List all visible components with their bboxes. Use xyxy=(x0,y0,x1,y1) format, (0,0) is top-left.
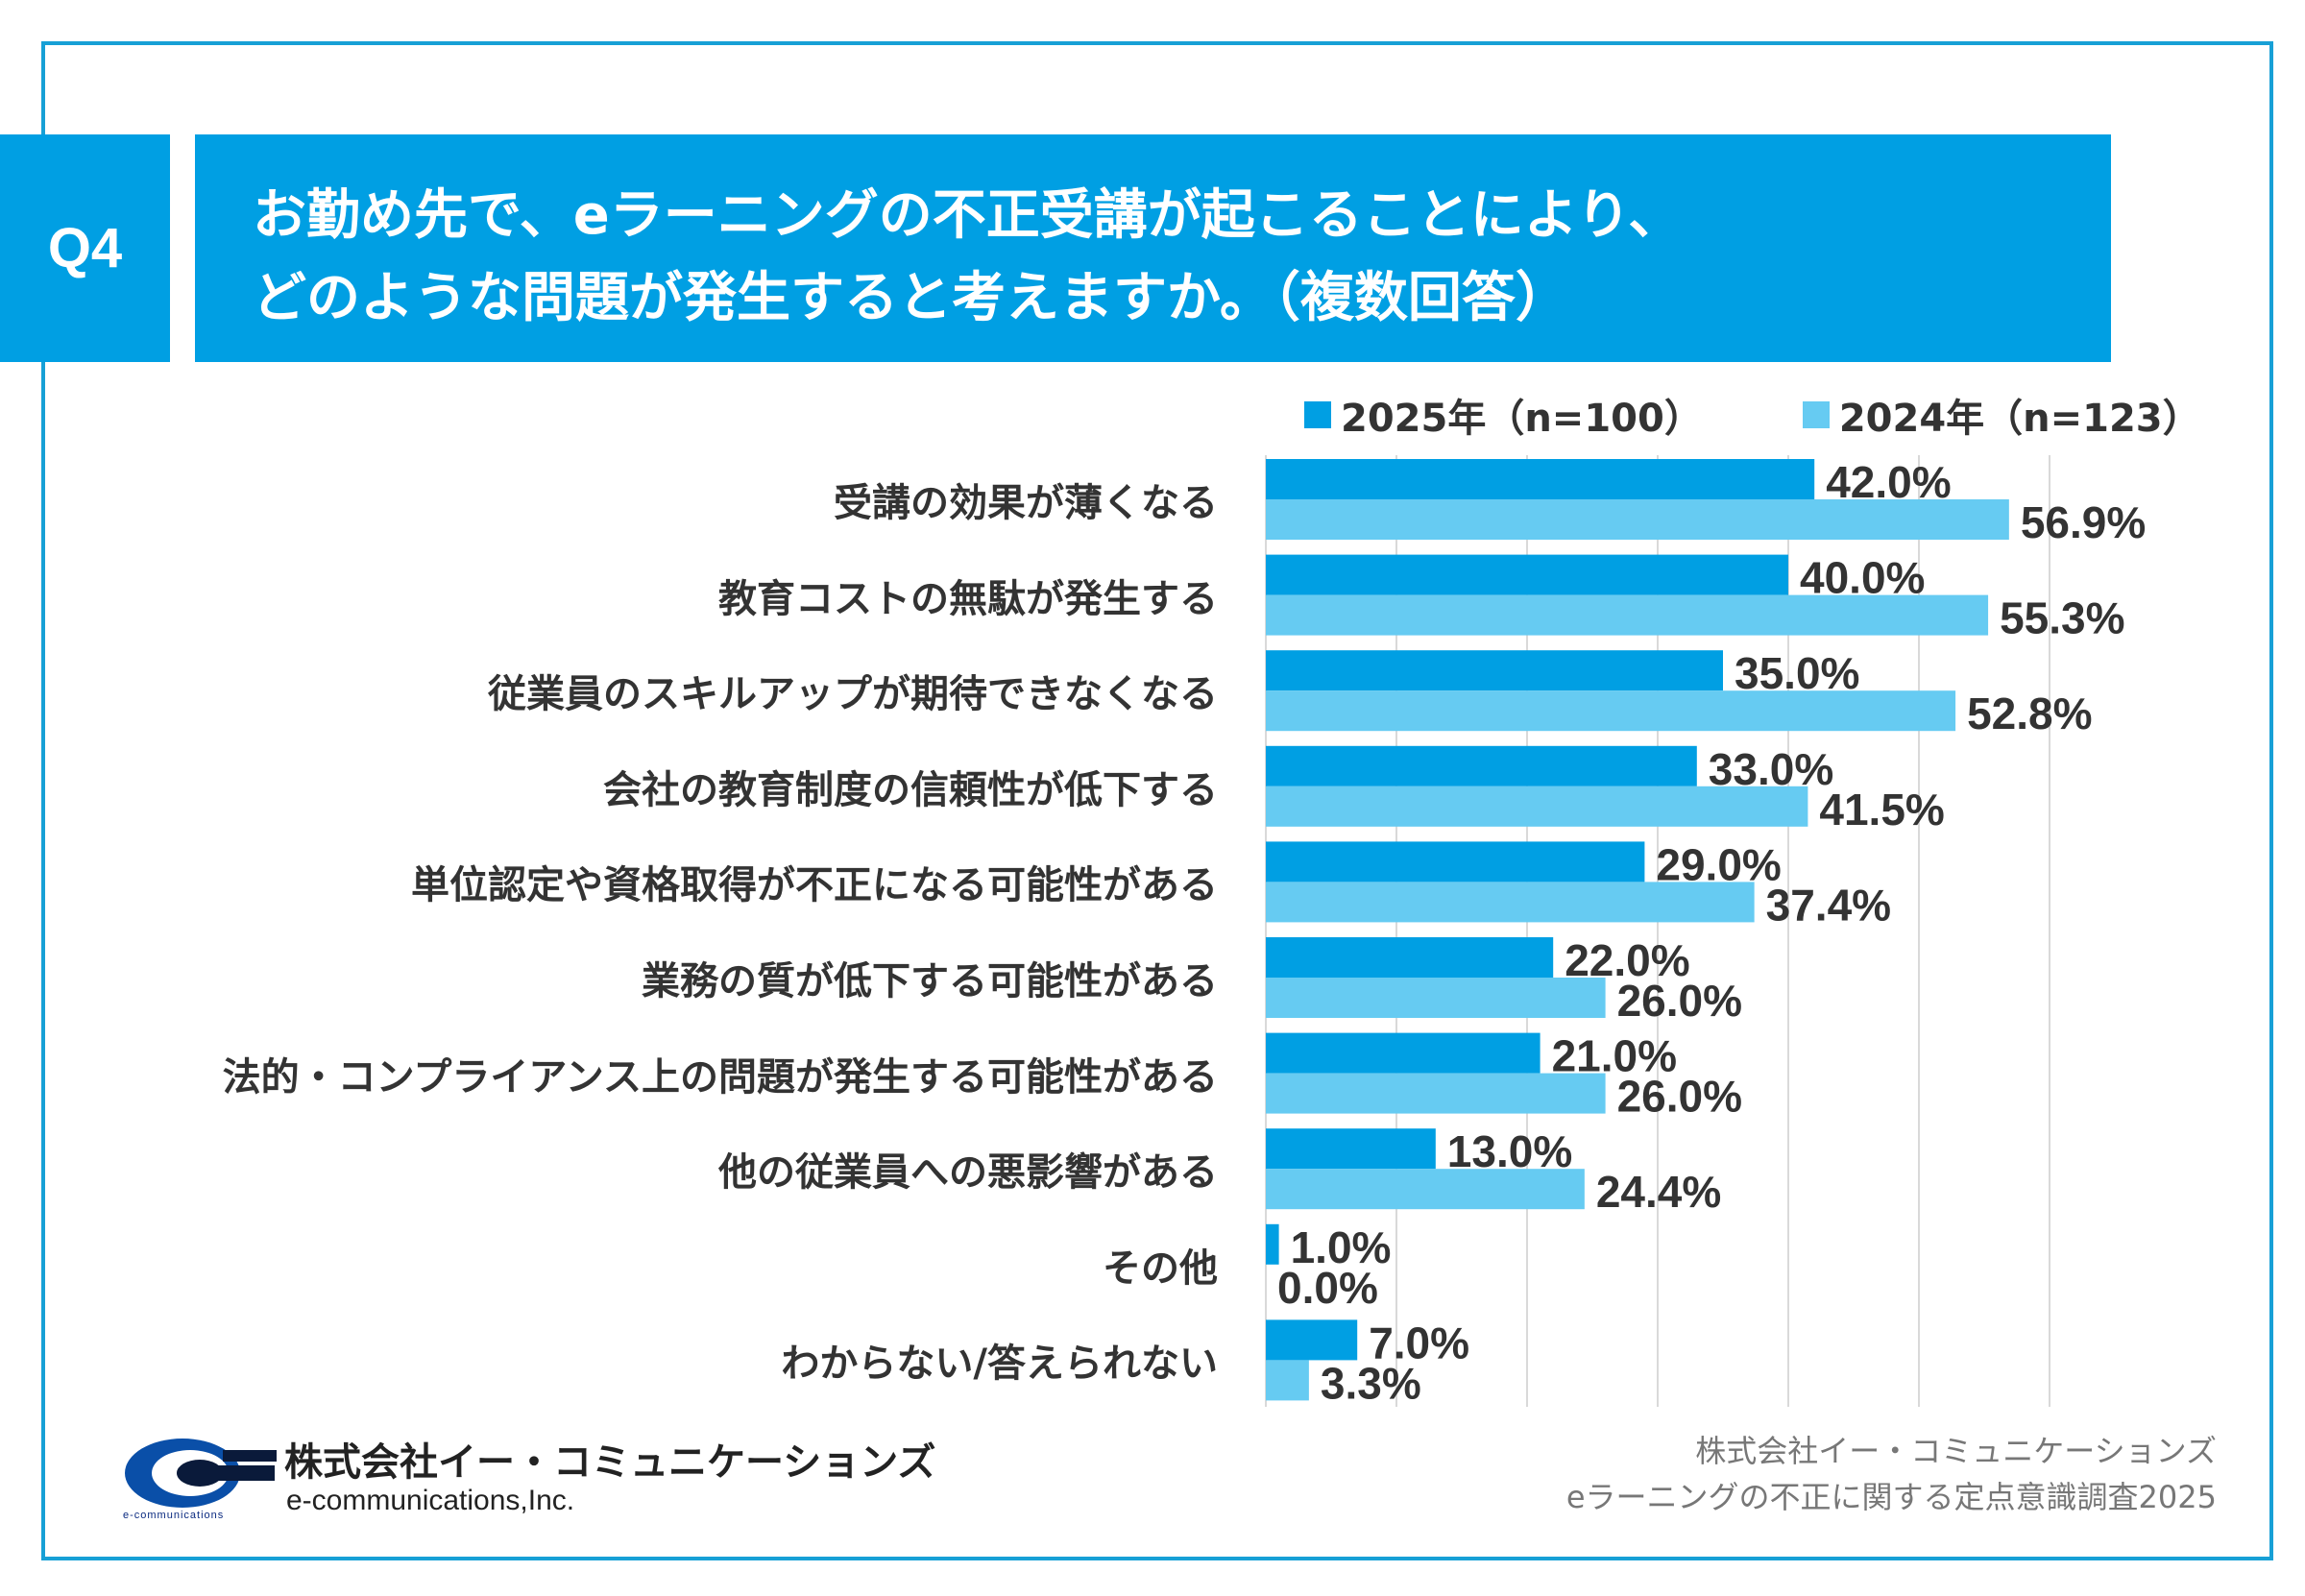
legend-swatch-2025 xyxy=(1304,401,1331,428)
bar-2025 xyxy=(1266,650,1723,691)
company-name: 株式会社イー・コミュニケーションズ xyxy=(284,1440,936,1485)
category-label: 単位認定や資格取得が不正になる可能性がある xyxy=(411,863,1218,908)
data-label-2024: 3.3% xyxy=(1321,1358,1421,1408)
bar-2024 xyxy=(1266,690,1956,732)
category-label: わからない/答えられない xyxy=(781,1342,1218,1387)
legend-item-2024: 2024年（n=123） xyxy=(1802,387,2201,443)
data-label-2025: 22.0% xyxy=(1565,935,1689,985)
data-label-2025: 42.0% xyxy=(1826,457,1951,507)
category-label: 教育コストの無駄が発生する xyxy=(718,576,1218,621)
data-label-2025: 40.0% xyxy=(1800,553,1925,603)
question-title-line-1: お勤め先で、eラーニングの不正受講が起こることにより、 xyxy=(253,184,1683,247)
source-note: 株式会社イー・コミュニケーションズ eラーニングの不正に関する定点意識調査202… xyxy=(1566,1428,2217,1520)
category-label: 法的・コンプライアンス上の問題が発生する可能性がある xyxy=(222,1054,1218,1100)
data-label-2025: 1.0% xyxy=(1291,1222,1392,1272)
data-label-2024: 0.0% xyxy=(1277,1263,1378,1313)
bar-2024 xyxy=(1266,786,1808,827)
bar-2025 xyxy=(1266,1032,1541,1074)
bar-2025 xyxy=(1266,841,1645,883)
legend-label-2024: 2024年（n=123） xyxy=(1838,397,2201,441)
category-label: 業務の質が低下する可能性がある xyxy=(642,959,1218,1004)
bar-2024 xyxy=(1266,1073,1606,1114)
bar-2025 xyxy=(1266,745,1697,786)
legend-label-2025: 2025年（n=100） xyxy=(1341,397,1703,441)
data-label-2025: 7.0% xyxy=(1369,1318,1469,1367)
outer-frame xyxy=(41,41,2273,1560)
company-logo: e-communications 株式会社イー・コミュニケーションズ e-com… xyxy=(123,1431,935,1527)
bar-2025 xyxy=(1266,1223,1279,1265)
category-label: 受講の効果が薄くなる xyxy=(834,481,1218,525)
question-badge: Q4 xyxy=(0,134,170,362)
legend-item-2025: 2025年（n=100） xyxy=(1304,387,1703,443)
logo-mark-icon xyxy=(125,1439,277,1508)
data-label-2024: 24.4% xyxy=(1596,1167,1721,1217)
source-line-1: 株式会社イー・コミュニケーションズ xyxy=(1695,1433,2217,1469)
data-label-2025: 21.0% xyxy=(1552,1031,1677,1081)
data-label-2024: 55.3% xyxy=(2000,593,2124,643)
chart-legend: 2025年（n=100） 2024年（n=123） xyxy=(1304,386,2201,444)
data-label-2024: 37.4% xyxy=(1766,880,1891,930)
bar-2025 xyxy=(1266,1319,1358,1361)
bar-2024 xyxy=(1266,882,1755,923)
category-label: 会社の教育制度の信頼性が低下する xyxy=(603,767,1218,812)
category-label: 従業員のスキルアップが期待できなくなる xyxy=(488,672,1218,717)
bar-2024 xyxy=(1266,1169,1585,1210)
data-label-2024: 26.0% xyxy=(1617,976,1742,1026)
category-label: 他の従業員への悪影響がある xyxy=(718,1150,1218,1196)
data-label-2024: 52.8% xyxy=(1967,689,2092,738)
source-line-2: eラーニングの不正に関する定点意識調査2025 xyxy=(1565,1479,2217,1515)
bar-2025 xyxy=(1266,554,1788,595)
logo-small-text: e-communications xyxy=(123,1510,225,1521)
question-title: お勤め先で、eラーニングの不正受講が起こることにより、 どのような問題が発生する… xyxy=(195,134,2111,362)
legend-swatch-2024 xyxy=(1802,401,1830,428)
data-label-2024: 41.5% xyxy=(1819,785,1944,834)
company-name-en: e-communications,Inc. xyxy=(286,1485,575,1516)
data-label-2025: 33.0% xyxy=(1709,744,1833,794)
bar-2024 xyxy=(1266,499,2009,540)
data-label-2025: 35.0% xyxy=(1735,648,1859,698)
bar-2025 xyxy=(1266,1128,1436,1170)
bar-2025 xyxy=(1266,937,1554,978)
question-title-line-2: どのような問題が発生すると考えますか。（複数回答） xyxy=(253,267,1569,329)
bar-2025 xyxy=(1266,459,1815,499)
bar-2024 xyxy=(1266,1360,1309,1401)
bar-2024 xyxy=(1266,978,1606,1018)
data-label-2025: 13.0% xyxy=(1447,1126,1572,1176)
bar-2024 xyxy=(1266,594,1989,636)
data-label-2024: 56.9% xyxy=(2021,497,2146,547)
category-label: その他 xyxy=(1103,1245,1218,1291)
data-label-2024: 26.0% xyxy=(1617,1072,1742,1122)
data-label-2025: 29.0% xyxy=(1656,839,1781,889)
